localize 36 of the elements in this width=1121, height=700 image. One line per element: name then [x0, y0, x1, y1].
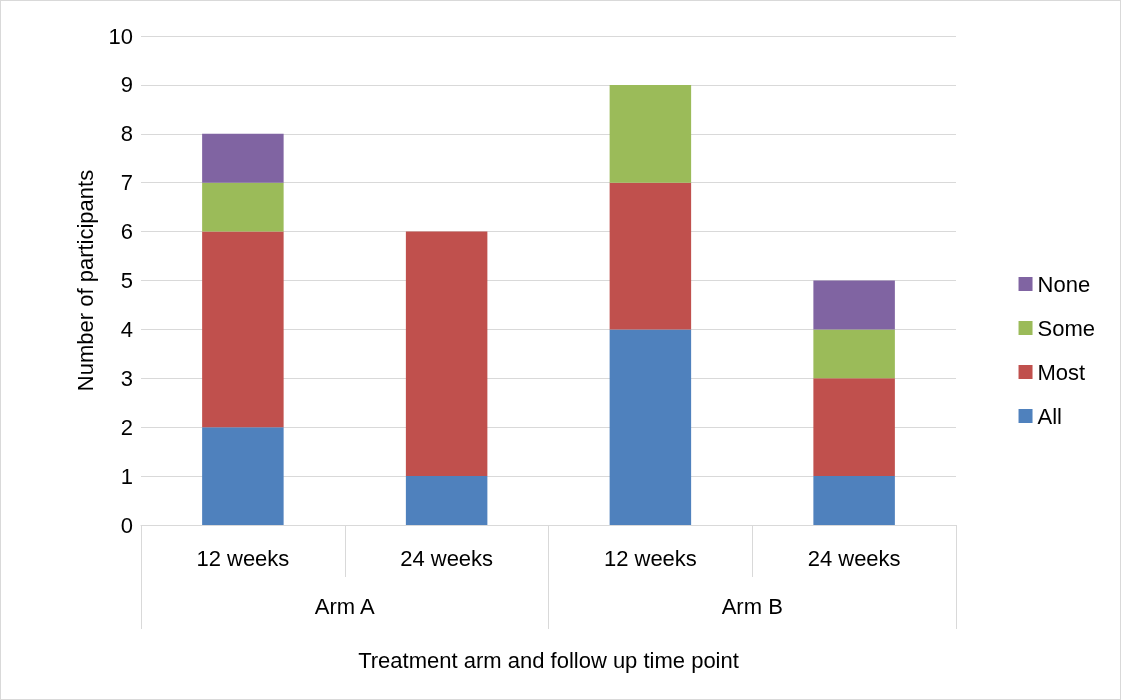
- text: Arm A: [314, 593, 376, 619]
- y-tick-label: 9: [120, 72, 133, 98]
- legend-label: Most: [1037, 359, 1086, 385]
- text: Arm B: [721, 593, 783, 619]
- bar: [609, 182, 692, 330]
- x-tick-label: 24 weeks: [807, 545, 901, 571]
- bar: [609, 84, 692, 183]
- bar: [202, 133, 284, 183]
- bar: [609, 329, 692, 525]
- legend-label: None: [1037, 271, 1091, 297]
- legend-label: Some: [1037, 315, 1096, 341]
- y-tick-label: 2: [120, 414, 133, 440]
- y-tick-label: 8: [120, 121, 133, 147]
- bar: [813, 329, 895, 379]
- bar: [202, 231, 284, 428]
- x-axis-title: Treatment arm and follow up time point: [358, 647, 739, 673]
- x-tick-label: 24 weeks: [400, 545, 494, 571]
- bar: [813, 378, 895, 477]
- y-tick-label: 1: [120, 463, 133, 489]
- y-tick-label: 7: [120, 170, 133, 196]
- y-tick-label: 10: [108, 23, 133, 49]
- bar: [202, 427, 284, 525]
- legend-label: All: [1037, 403, 1062, 429]
- x-tick-label: 12 weeks: [603, 545, 697, 571]
- y-tick-label: 4: [120, 316, 133, 342]
- y-axis-title: Number of participants: [72, 169, 98, 392]
- bar: [405, 476, 488, 525]
- bar: [202, 182, 284, 232]
- x-tick-label: 12 weeks: [196, 545, 290, 571]
- bar: [405, 231, 488, 477]
- bar: [813, 280, 895, 330]
- y-tick-label: 0: [120, 512, 133, 538]
- y-tick-label: 6: [120, 219, 133, 245]
- y-tick-label: 3: [120, 365, 133, 391]
- bar: [813, 476, 895, 525]
- y-tick-label: 5: [120, 268, 133, 293]
